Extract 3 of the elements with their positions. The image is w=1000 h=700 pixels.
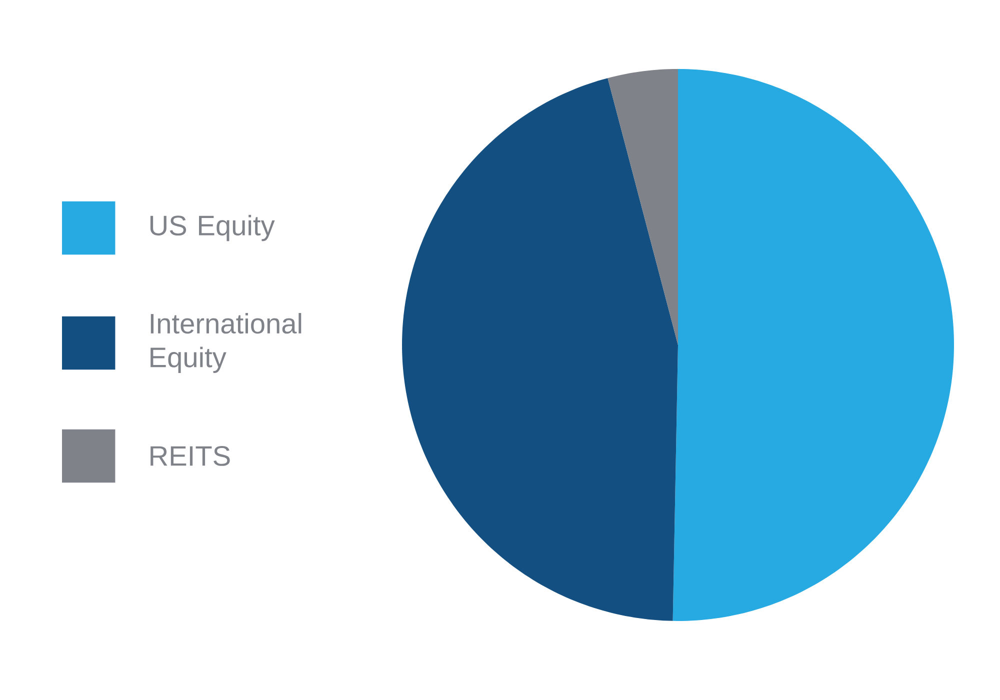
legend-label: International Equity xyxy=(150,313,302,373)
legend-label: US Equity xyxy=(150,214,275,242)
legend-label: REITS xyxy=(150,446,230,466)
